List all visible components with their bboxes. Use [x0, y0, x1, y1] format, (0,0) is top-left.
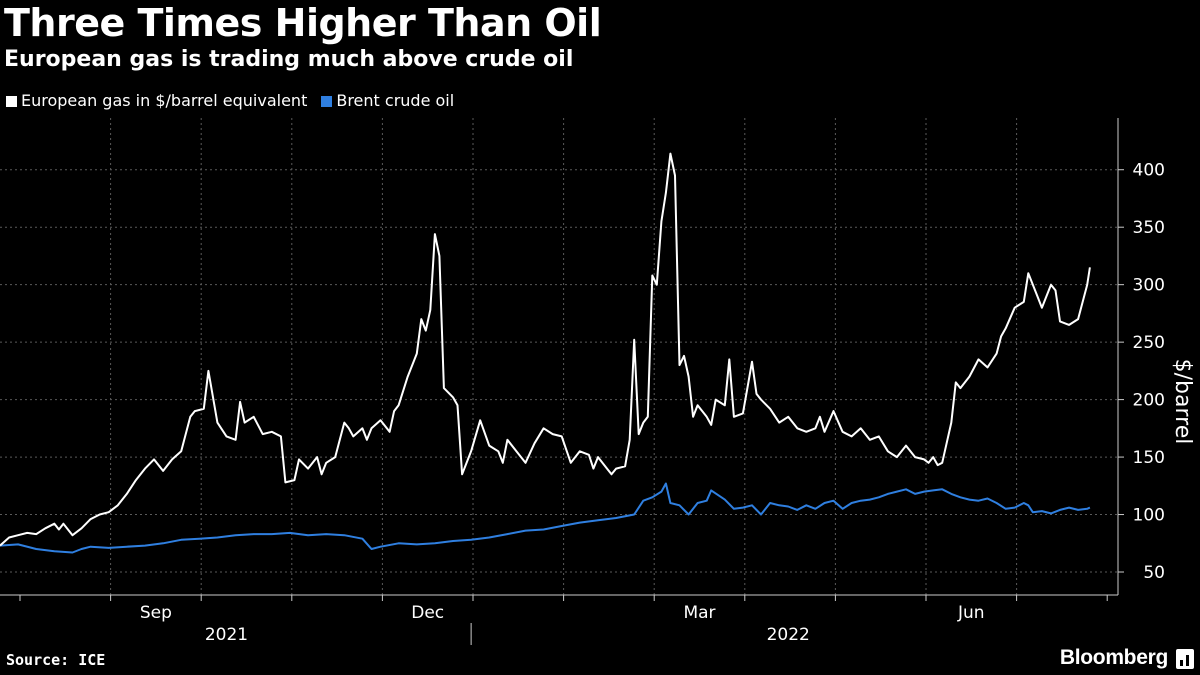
y-tick-label-150: 150: [1133, 448, 1165, 468]
chart-title: Three Times Higher Than Oil: [4, 1, 602, 45]
y-tick-label-50: 50: [1143, 563, 1165, 583]
series-line-european-gas: [0, 152, 1091, 547]
y-axis-label: $/barrel: [1170, 359, 1195, 445]
x-tick-label-Sep: Sep: [140, 603, 172, 623]
legend-swatch-gas: [6, 95, 17, 107]
y-tick-label-400: 400: [1133, 161, 1165, 181]
x-tick-label-Jun: Jun: [957, 603, 985, 623]
source-note: Source: ICE: [6, 651, 106, 669]
y-tick-label-100: 100: [1133, 506, 1165, 526]
year-label-2022: 2022: [767, 625, 810, 645]
legend-item-brent: Brent crude oil: [321, 90, 454, 112]
y-tick-label-250: 250: [1133, 333, 1165, 353]
y-tick-label-200: 200: [1133, 391, 1165, 411]
series-line-brent-crude: [0, 482, 1091, 554]
bloomberg-chart-icon: [1176, 649, 1194, 669]
brand-logo-text: Bloomberg: [1059, 646, 1168, 669]
legend-label-gas: European gas in $/barrel equivalent: [21, 91, 308, 110]
year-label-2021: 2021: [205, 625, 248, 645]
legend-item-gas: European gas in $/barrel equivalent: [6, 90, 307, 112]
chart-subtitle: European gas is trading much above crude…: [4, 47, 574, 72]
x-tick-label-Mar: Mar: [683, 603, 715, 623]
x-tick-label-Dec: Dec: [411, 603, 444, 623]
chart-legend: European gas in $/barrel equivalent Bren…: [6, 90, 468, 112]
y-tick-label-300: 300: [1133, 276, 1165, 296]
legend-label-brent: Brent crude oil: [336, 91, 455, 110]
legend-swatch-brent: [321, 95, 333, 107]
y-tick-label-350: 350: [1133, 218, 1165, 238]
